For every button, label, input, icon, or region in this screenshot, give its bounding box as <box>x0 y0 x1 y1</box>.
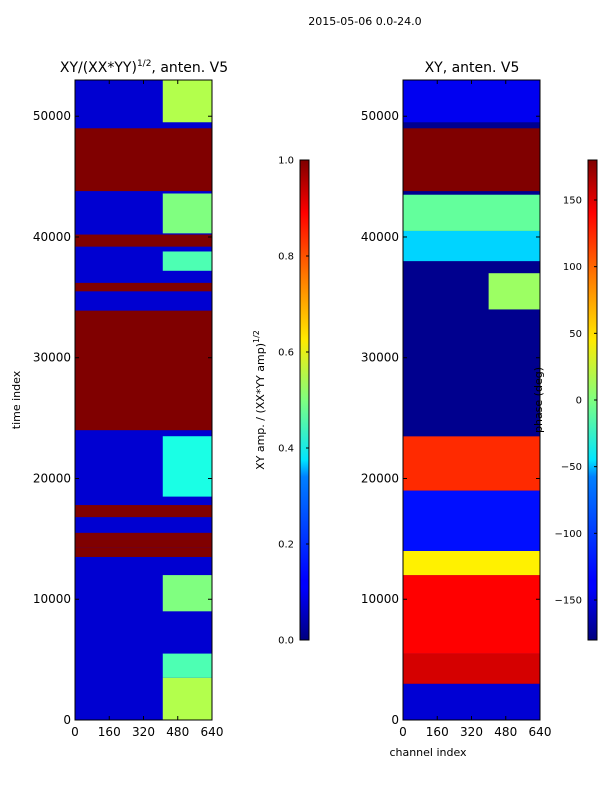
right-title: XY, anten. V5 <box>425 60 520 76</box>
figure-suptitle: 2015-05-06 0.0-24.0 <box>308 15 421 28</box>
colorbar-right: −150 −100 −50 0 50 100 150 phase (deg) <box>532 159 598 641</box>
panel-right: XY, anten. V5 0 160 320 480 640 0 10000 20000 3… <box>361 60 552 759</box>
left-heatmap-band <box>162 80 212 123</box>
right-xtick-label: 640 <box>529 725 552 739</box>
colorbar-left-ticks: 0.0 0.2 0.4 0.6 0.8 1.0 <box>278 156 309 647</box>
right-heatmap-band <box>403 436 540 491</box>
right-heatmap-band <box>403 128 540 192</box>
right-heatmap <box>403 80 540 720</box>
right-heatmap-band <box>403 575 540 654</box>
panel-left: XY/(XX*YY)1/2, anten. V5 0 160 320 480 640 0… <box>10 59 228 739</box>
right-cbtick-label: −50 <box>561 462 582 473</box>
left-heatmap <box>75 80 212 720</box>
left-cbtick-label: 1.0 <box>278 156 294 167</box>
left-heatmap-band <box>75 310 212 431</box>
left-cbtick-label: 0.8 <box>278 252 294 263</box>
colorbar-left: 0.0 0.2 0.4 0.6 0.8 1.0 XY amp. / (XX*YY amp)… <box>252 156 310 647</box>
right-ytick-label: 20000 <box>361 471 399 485</box>
right-cbtick-label: 50 <box>569 329 582 340</box>
left-ytick-label: 0 <box>63 713 71 727</box>
left-xtick-label: 0 <box>71 725 79 739</box>
right-cbtick-label: −150 <box>555 596 582 607</box>
right-heatmap-band <box>403 194 540 231</box>
right-ytick-label: 10000 <box>361 592 399 606</box>
right-xtick-label: 160 <box>426 725 449 739</box>
left-title: XY/(XX*YY)1/2, anten. V5 <box>60 59 228 76</box>
colorbar-left-gradient <box>299 159 310 641</box>
right-heatmap-band <box>403 310 540 437</box>
left-heatmap-band <box>75 282 212 292</box>
left-xtick-label: 320 <box>132 725 155 739</box>
right-ytick-label: 30000 <box>361 351 399 365</box>
left-ylabel: time index <box>10 370 23 429</box>
left-heatmap-band <box>162 653 212 678</box>
left-cbtick-label: 0.2 <box>278 540 294 551</box>
right-xtick-label: 0 <box>399 725 407 739</box>
right-heatmap-band <box>403 80 540 123</box>
colorbar-right-ticks: −150 −100 −50 0 50 100 150 <box>555 196 597 607</box>
right-xtick-label: 320 <box>460 725 483 739</box>
left-cbtick-label: 0.6 <box>278 348 294 359</box>
left-ytick-label: 20000 <box>33 471 71 485</box>
left-heatmap-band <box>75 234 212 247</box>
left-x-axis: 0 160 320 480 640 <box>71 80 223 739</box>
left-cbtick-label: 0.0 <box>278 636 294 647</box>
left-heatmap-band <box>162 677 212 720</box>
right-heatmap-band <box>488 273 540 310</box>
left-heatmap-band <box>75 532 212 548</box>
right-heatmap-band <box>403 653 540 684</box>
left-heatmap-band <box>75 547 212 557</box>
left-heatmap-band <box>162 436 212 497</box>
right-xtick-label: 480 <box>494 725 517 739</box>
left-heatmap-band <box>162 193 212 234</box>
left-cbtick-label: 0.4 <box>278 444 294 455</box>
right-cbtick-label: 0 <box>576 396 582 407</box>
right-y-axis: 0 10000 20000 30000 40000 50000 <box>361 109 540 727</box>
right-cbtick-label: 100 <box>563 262 582 273</box>
left-ytick-label: 40000 <box>33 230 71 244</box>
right-ytick-label: 50000 <box>361 109 399 123</box>
right-heatmap-band <box>403 490 540 551</box>
left-xtick-label: 640 <box>201 725 224 739</box>
colorbar-right-label: phase (deg) <box>532 367 545 433</box>
right-ytick-label: 0 <box>391 713 399 727</box>
right-cbtick-label: 150 <box>563 196 582 207</box>
right-ytick-label: 40000 <box>361 230 399 244</box>
left-xtick-label: 160 <box>98 725 121 739</box>
left-xtick-label: 480 <box>166 725 189 739</box>
left-heatmap-band <box>162 251 212 271</box>
left-heatmap-band <box>75 128 212 192</box>
right-heatmap-band <box>403 550 540 576</box>
left-ytick-label: 50000 <box>33 109 71 123</box>
right-heatmap-band <box>403 230 540 262</box>
right-xlabel: channel index <box>389 746 467 759</box>
left-ytick-label: 10000 <box>33 592 71 606</box>
right-heatmap-band <box>403 683 540 720</box>
left-ytick-label: 30000 <box>33 351 71 365</box>
left-heatmap-band <box>75 505 212 518</box>
left-y-axis: 0 10000 20000 30000 40000 50000 <box>33 109 212 727</box>
colorbar-left-label: XY amp. / (XX*YY amp)1/2 <box>252 330 267 470</box>
right-x-axis: 0 160 320 480 640 <box>399 80 551 739</box>
left-heatmap-band <box>162 575 212 612</box>
right-cbtick-label: −100 <box>555 529 582 540</box>
